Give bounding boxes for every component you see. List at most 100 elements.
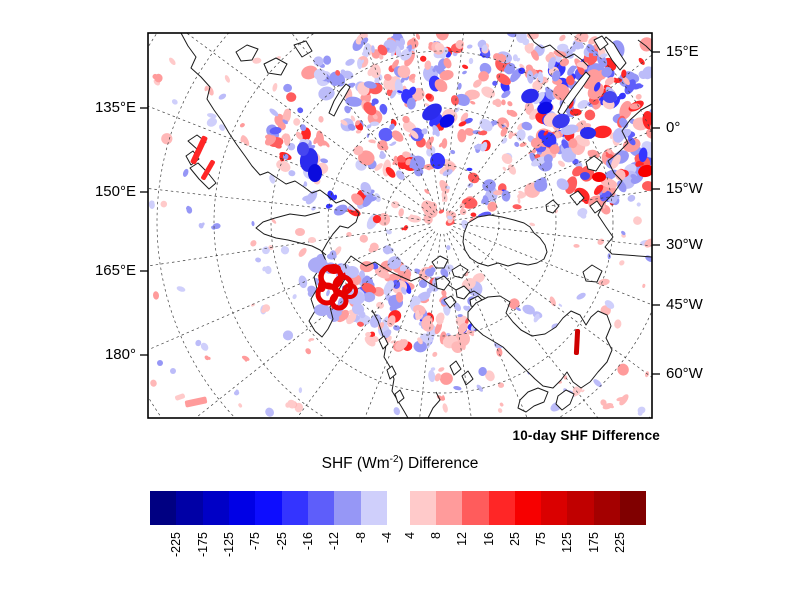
colorbar-segment (307, 491, 335, 525)
coastline-coast-sliver-1 (378, 335, 389, 350)
colorbar-segment (360, 491, 388, 525)
anomaly-blob (603, 91, 617, 103)
colorbar-tick-label: 175 (586, 532, 601, 553)
graticule-parallel (270, 50, 614, 394)
coastline-coast-sliver-2 (386, 365, 397, 380)
right-axis-label: 30°W (666, 236, 703, 253)
right-axis-label: 15°W (666, 180, 703, 197)
anomaly-streak (175, 393, 185, 401)
coastline-caa-island-3 (435, 275, 451, 291)
coastline-arctic-coast-top (527, 33, 589, 67)
coastline-bottom-island-pair-2 (461, 370, 474, 386)
colorbar-title-pre: SHF (Wm (321, 455, 390, 473)
anomaly-ring (342, 283, 358, 299)
colorbar-tick-label: 8 (429, 532, 444, 539)
right-axis-label: 0° (666, 119, 681, 136)
colorbar-segment (567, 491, 595, 525)
colorbar-segment (619, 491, 647, 525)
colorbar-tick-label: 12 (455, 532, 470, 546)
colorbar-segment (150, 491, 177, 525)
colorbar-tick-label: 125 (560, 532, 575, 553)
right-axis-label: 45°W (666, 296, 703, 313)
coastline-sliver-island-west (328, 83, 351, 117)
colorbar-segment (281, 491, 309, 525)
right-axis-label: 60°W (666, 365, 703, 382)
anomaly-blob (552, 113, 570, 129)
coastline-coast-sliver-3 (394, 389, 405, 404)
colorbar-segment (541, 491, 568, 525)
coastline-caa-island-4 (455, 285, 471, 300)
colorbar-segment (176, 491, 204, 525)
graticule-parallel (213, 33, 652, 418)
anomaly-blob (295, 228, 305, 236)
colorbar-title-post: ) Difference (398, 455, 479, 473)
colorbar-title-superscript: -2 (389, 454, 399, 465)
colorbar-tick-label: 75 (534, 532, 549, 546)
anomaly-blob (308, 237, 316, 243)
colorbar-tick-label: -225 (169, 532, 184, 558)
coastline-iceland-island (582, 264, 603, 283)
colorbar-segment (593, 491, 621, 525)
colorbar-tick-label: -4 (379, 532, 394, 544)
colorbar-tick-label: -8 (353, 532, 368, 544)
anomaly-blob (521, 88, 539, 104)
anomaly-blob (580, 127, 596, 139)
colorbar-tick-label: 16 (481, 532, 496, 546)
anomaly-blob (537, 101, 553, 115)
colorbar-tick-label: 25 (507, 532, 522, 546)
anomaly-blob (642, 181, 652, 191)
anomaly-blob (422, 103, 442, 121)
coastline-bottom-edge-coast (427, 391, 441, 418)
colorbar-tick-label: -175 (195, 532, 210, 558)
map-frame (147, 32, 653, 419)
colorbar-segment (228, 491, 256, 525)
coastline-severnaya-island-1 (235, 44, 259, 62)
anomaly-blob (157, 360, 163, 366)
anomaly-blob (439, 114, 455, 128)
graticule-parallel (384, 164, 500, 280)
colorbar-segment (334, 491, 362, 525)
anomaly-blob (638, 164, 652, 178)
coastline-ellesmere-island (462, 214, 548, 267)
graticule-meridian (291, 33, 435, 213)
colorbar-segment (255, 491, 283, 525)
anomaly-streak (573, 328, 581, 356)
graticule-parallel (327, 107, 557, 337)
anomaly-streak (184, 396, 208, 408)
coastline-okhotsk-coast (357, 260, 505, 303)
colorbar-segment (488, 491, 516, 525)
coastline-caa-island-1 (431, 255, 449, 269)
anomaly-blob (345, 266, 359, 278)
colorbar-segment (462, 491, 490, 525)
anomaly-blob (308, 164, 322, 182)
left-axis-label: 180° (104, 346, 136, 363)
coastline-scandinavia-coast (597, 103, 652, 258)
coastline-caa-island-6 (443, 295, 457, 309)
colorbar-tick-label: -75 (248, 532, 263, 551)
left-axis-label: 165°E (94, 262, 136, 279)
anomaly-blob (592, 172, 606, 182)
anomaly-streak (201, 159, 215, 181)
colorbar-tick-label: -12 (327, 532, 342, 551)
coastline-chukotka-lobe (255, 211, 327, 256)
anomaly-blob (314, 304, 330, 316)
colorbar-segment (514, 491, 542, 525)
coastline-island-near-pole (545, 199, 560, 214)
coastline-severnaya-island-3 (293, 40, 313, 58)
coastline-topright-island-2 (593, 35, 609, 51)
anomaly-blob (170, 368, 176, 374)
colorbar-segment (436, 491, 463, 525)
anomaly-streak (190, 135, 208, 165)
colorbar-title: SHF (Wm-2) Difference (148, 454, 652, 473)
coastline-bottom-island-pair-1 (449, 360, 462, 376)
anomaly-ring (329, 291, 349, 311)
left-axis-label: 150°E (94, 183, 136, 200)
coastline-scand-island-1 (585, 155, 603, 172)
anomaly-blob (580, 172, 590, 180)
colorbar-segment (410, 491, 437, 525)
coastline-bottom-hook-2 (555, 389, 575, 411)
coastline-siberia-main-coast (180, 33, 360, 262)
map-title: 10-day SHF Difference (512, 428, 660, 443)
colorbar-tick-label: -25 (274, 532, 289, 551)
